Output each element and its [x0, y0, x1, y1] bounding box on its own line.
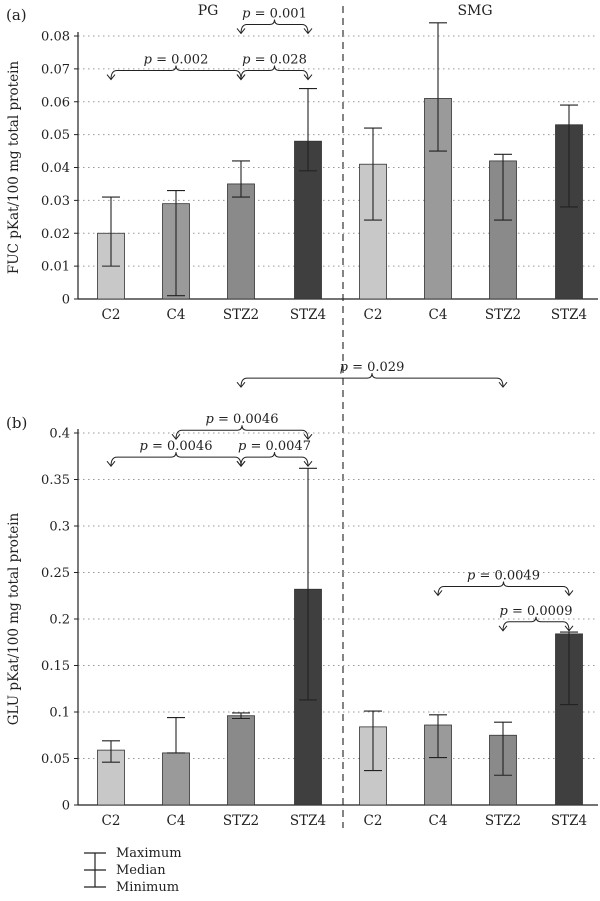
glu-x-tick-label: C2	[364, 813, 383, 829]
fuc-p-value-label: p = 0.002	[144, 53, 209, 68]
glu-y-tick-label: 0.4	[49, 427, 70, 442]
fuc-x-tick-label: STZ2	[485, 307, 521, 323]
fuc-x-tick-label: STZ2	[223, 307, 259, 323]
fuc-y-tick-label: 0.03	[41, 194, 70, 209]
fuc-significance-bracket	[236, 19, 313, 35]
legend-minimum: Minimum	[116, 880, 179, 895]
glu-bar-stz2	[227, 715, 255, 806]
fuc-y-tick-label: 0	[62, 293, 70, 308]
fuc-y-tick-label: 0.02	[41, 227, 70, 242]
fuc-x-tick-label: STZ4	[551, 307, 587, 323]
glu-significance-bracket	[236, 452, 313, 467]
glu-p-value-label: p = 0.0009	[500, 604, 573, 619]
fuc-x-tick-label: C4	[429, 307, 448, 323]
fuc-significance-bracket	[106, 65, 246, 81]
glu-y-tick-label: 0	[62, 799, 70, 814]
glu-y-tick-label: 0.1	[49, 706, 70, 721]
legend-median: Median	[116, 863, 166, 878]
glu-y-tick-label: 0.3	[49, 520, 70, 535]
glu-x-tick-label: STZ2	[485, 813, 521, 829]
glu-p-value-label: p = 0.0046	[206, 412, 279, 427]
glu-significance-bracket	[106, 452, 246, 467]
legend-maximum: Maximum	[116, 846, 182, 861]
glu-x-tick-label: C4	[167, 813, 186, 829]
glu-p-value-label: p = 0.029	[340, 360, 405, 375]
glu-y-tick-label: 0.05	[41, 752, 70, 767]
fuc-p-value-label: p = 0.001	[242, 6, 307, 21]
group-label-smg: SMG	[457, 3, 492, 19]
glu-x-tick-label: STZ2	[223, 813, 259, 829]
glu-significance-bracket	[171, 425, 313, 441]
fuc-bar-stz2	[227, 183, 255, 300]
fuc-y-tick-label: 0.04	[41, 161, 70, 176]
glu-p-value-label: p = 0.0049	[467, 568, 540, 583]
panel-b-label: (b)	[6, 414, 27, 432]
fuc-x-tick-label: C4	[167, 307, 186, 323]
legend: Maximum Median Minimum	[84, 846, 182, 895]
glu-x-tick-label: STZ4	[551, 813, 587, 829]
group-label-pg: PG	[198, 3, 219, 19]
glu-significance-bracket	[498, 616, 574, 632]
chart-glu: 0 0.05 0.1 0.15 0.2 0.25 0.3 0.35 0.4 GLU pKat/10…	[6, 360, 598, 829]
fuc-y-tick-label: 0.05	[41, 128, 70, 143]
glu-y-axis-label: GLU pKat/100 mg total protein	[6, 512, 22, 725]
chart-fuc: 0 0.01 0.02 0.03 0.04 0.05 0.06 0.07 0.08 FUC pKa…	[6, 6, 598, 323]
glu-y-tick-label: 0.25	[41, 566, 70, 581]
panel-a-label: (a)	[6, 6, 27, 24]
fuc-y-tick-label: 0.07	[41, 62, 70, 77]
fuc-x-tick-label: C2	[364, 307, 383, 323]
glu-significance-bracket	[236, 373, 508, 388]
glu-x-tick-label: C2	[102, 813, 121, 829]
glu-significance-bracket	[433, 581, 574, 597]
glu-x-tick-label: STZ4	[290, 813, 326, 829]
fuc-y-tick-label: 0.08	[41, 30, 70, 45]
fuc-y-tick-label: 0.06	[41, 95, 70, 110]
fuc-p-value-label: p = 0.028	[242, 53, 307, 68]
fuc-significance-bracket	[236, 65, 313, 81]
glu-bar-c4	[162, 752, 190, 806]
glu-p-value-label: p = 0.0046	[140, 439, 213, 454]
fuc-x-tick-label: STZ4	[290, 307, 326, 323]
glu-p-value-label: p = 0.0047	[238, 439, 311, 454]
glu-y-tick-label: 0.15	[41, 659, 70, 674]
glu-x-tick-label: C4	[429, 813, 448, 829]
fuc-x-tick-label: C2	[102, 307, 121, 323]
fuc-y-tick-label: 0.01	[41, 260, 70, 275]
fuc-y-axis-label: FUC pKat/100 mg total protein	[6, 61, 22, 274]
glu-y-tick-label: 0.35	[41, 473, 70, 488]
glu-y-tick-label: 0.2	[49, 613, 70, 628]
